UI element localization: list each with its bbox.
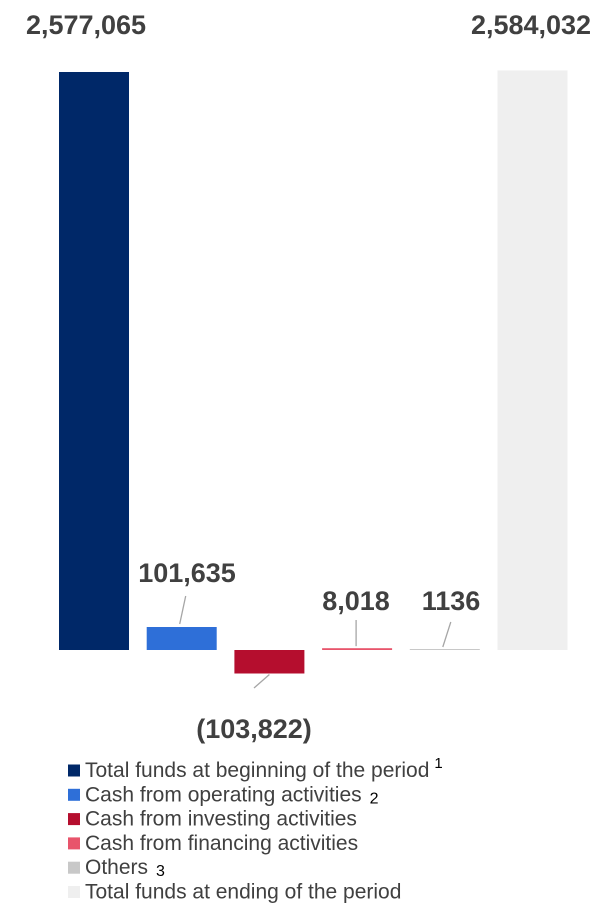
legend-label: Others <box>85 856 148 879</box>
legend-item-others: Others 3 <box>68 856 165 880</box>
legend-swatch <box>68 764 80 777</box>
legend-label: Total funds at beginning of the period <box>85 759 429 782</box>
legend-label: Total funds at ending of the period <box>85 881 401 904</box>
leader-line-cash-from-investing-activities <box>253 674 270 689</box>
legend-item-total-funds-at-ending-of-the-period: Total funds at ending of the period <box>68 881 401 904</box>
legend-swatch <box>68 813 80 826</box>
legend-item-total-funds-at-beginning-of-the-period: Total funds at beginning of the period 1 <box>68 755 443 782</box>
value-label-total-funds-at-ending-of-the-period: 2,584,032 <box>471 10 591 40</box>
legend-label: Cash from financing activities <box>85 832 358 855</box>
legend-swatch <box>68 861 80 874</box>
bar-total-funds-at-ending-of-the-period <box>497 70 568 650</box>
bar-cash-from-financing-activities <box>322 648 393 650</box>
leader-line-others <box>442 621 452 648</box>
value-label-cash-from-investing-activities: (103,822) <box>196 714 312 744</box>
legend: Total funds at beginning of the period 1 C… <box>68 755 443 904</box>
bar-total-funds-at-beginning-of-the-period <box>59 72 129 650</box>
value-label-total-funds-at-beginning-of-the-period: 2,577,065 <box>26 10 146 40</box>
value-labels-layer: 2,577,065 101,635 (103,822) 8,018 1136 2,584,… <box>26 10 591 744</box>
bar-cash-from-investing-activities <box>234 650 305 674</box>
legend-item-cash-from-operating-activities: Cash from operating activities 2 <box>68 783 379 807</box>
legend-footnote-marker: 2 <box>370 790 379 807</box>
legend-label: Cash from investing activities <box>85 808 357 831</box>
legend-swatch <box>68 788 80 801</box>
bar-cash-from-operating-activities <box>146 627 217 650</box>
value-label-cash-from-financing-activities: 8,018 <box>322 586 390 616</box>
legend-swatch <box>68 886 80 898</box>
value-label-others: 1136 <box>422 586 481 616</box>
legend-footnote-marker: 3 <box>156 863 165 880</box>
leader-lines-layer <box>179 595 452 689</box>
legend-footnote-marker: 1 <box>434 755 442 772</box>
legend-item-cash-from-financing-activities: Cash from financing activities <box>68 832 358 855</box>
bars-layer <box>59 70 568 674</box>
leader-line-cash-from-operating-activities <box>179 595 187 625</box>
legend-label: Cash from operating activities <box>85 783 362 806</box>
bar-others <box>409 649 480 650</box>
legend-swatch <box>68 837 80 850</box>
value-label-cash-from-operating-activities: 101,635 <box>138 558 236 588</box>
legend-item-cash-from-investing-activities: Cash from investing activities <box>68 808 357 831</box>
